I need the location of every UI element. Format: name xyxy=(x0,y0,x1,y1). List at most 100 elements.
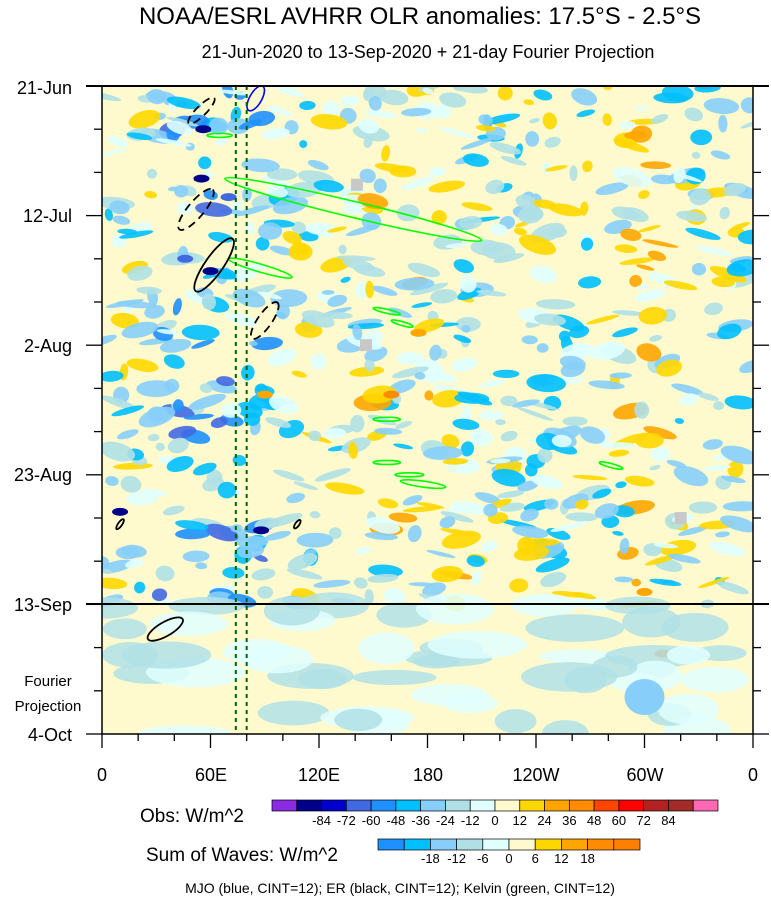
anomaly-patch xyxy=(313,579,351,588)
anomaly-patch xyxy=(611,310,645,316)
anomaly-patch xyxy=(146,168,158,179)
anomaly-patch xyxy=(366,516,401,534)
projection-patch xyxy=(102,596,138,619)
anomaly-patch xyxy=(685,227,721,240)
anomaly-patch xyxy=(272,196,309,215)
anomaly-patch xyxy=(673,167,686,184)
anomaly-patch xyxy=(691,151,701,159)
anomaly-patch xyxy=(595,182,629,195)
anomaly-patch xyxy=(166,120,193,135)
anomaly-patch xyxy=(241,158,280,173)
anomaly-patch xyxy=(411,302,433,308)
anomaly-patch xyxy=(358,118,380,134)
anomaly-patch xyxy=(116,300,156,309)
anomaly-patch xyxy=(471,569,482,585)
missing-data-cell xyxy=(360,339,373,352)
anomaly-patch xyxy=(719,206,731,220)
anomaly-patch xyxy=(489,223,508,236)
anomaly-patch xyxy=(635,284,650,290)
anomaly-patch xyxy=(296,532,334,548)
anomaly-patch xyxy=(635,432,664,449)
anomaly-patch xyxy=(313,179,344,193)
projection-patch xyxy=(657,693,719,725)
anomaly-patch xyxy=(163,354,185,369)
anomaly-patch xyxy=(349,366,385,377)
anomaly-patch xyxy=(721,475,746,484)
projection-patch xyxy=(334,708,383,732)
anomaly-patch xyxy=(479,379,506,388)
colorbar-swatch xyxy=(271,799,298,812)
anomaly-patch xyxy=(407,262,441,278)
anomaly-patch xyxy=(422,446,463,460)
projection-patch xyxy=(138,725,232,734)
y-tick-label: 2-Aug xyxy=(24,336,72,356)
anomaly-patch xyxy=(195,562,208,570)
anomaly-patch xyxy=(666,460,687,468)
anomaly-patch xyxy=(716,581,749,595)
anomaly-patch xyxy=(478,114,493,126)
anomaly-patch xyxy=(495,419,506,426)
anomaly-patch xyxy=(562,416,588,426)
anomaly-patch xyxy=(249,263,268,269)
anomaly-patch xyxy=(368,564,403,578)
obs-colorbar: -84 -72 -60 -48 -36 -24 -12 0 12 24 36 48 60 72 84 xyxy=(271,799,719,828)
colorbar-tick-label: -12 xyxy=(461,813,480,828)
anomaly-patch xyxy=(679,393,699,406)
anomaly-patch xyxy=(352,324,363,341)
colorbar-swatch xyxy=(321,799,347,812)
anomaly-patch xyxy=(383,588,406,605)
anomaly-patch xyxy=(373,178,387,194)
anomaly-patch xyxy=(500,395,518,407)
anomaly-patch xyxy=(127,265,153,281)
anomaly-patch xyxy=(534,313,566,326)
anomaly-patch xyxy=(155,442,165,451)
anomaly-patch xyxy=(676,210,708,222)
anomaly-patch xyxy=(327,294,348,307)
projection-patch xyxy=(624,678,665,715)
anomaly-patch xyxy=(365,280,374,299)
anomaly-patch xyxy=(489,142,522,155)
anomaly-patch xyxy=(476,124,496,132)
anomaly-patch xyxy=(251,568,276,581)
anomaly-core xyxy=(256,390,273,399)
anomaly-core xyxy=(195,125,212,134)
kelvin-contour xyxy=(372,416,402,423)
er-contour xyxy=(293,519,302,530)
anomaly-patch xyxy=(291,370,307,378)
anomaly-patch xyxy=(452,418,480,430)
anomaly-patch xyxy=(268,395,299,414)
anomaly-patch xyxy=(107,136,129,148)
anomaly-patch xyxy=(459,215,483,230)
anomaly-patch xyxy=(440,511,474,523)
anomaly-patch xyxy=(526,374,567,393)
anomaly-core xyxy=(193,174,210,183)
colorbar-swatch xyxy=(508,838,536,851)
colorbar-swatch xyxy=(456,838,484,851)
anomaly-patch xyxy=(407,525,422,543)
anomaly-patch xyxy=(367,573,399,583)
missing-data-cell xyxy=(350,178,363,191)
anomaly-patch xyxy=(172,298,182,316)
kelvin-contour xyxy=(598,461,624,470)
anomaly-patch xyxy=(408,582,435,587)
colorbar-swatch xyxy=(370,799,397,812)
anomaly-patch xyxy=(393,443,414,450)
anomaly-patch xyxy=(723,183,746,197)
y-tick-label: 21-Jun xyxy=(17,78,72,98)
anomaly-patch xyxy=(603,86,613,91)
anomaly-patch xyxy=(414,372,426,380)
anomaly-patch xyxy=(454,392,490,404)
y-tick-label: 4-Oct xyxy=(28,725,72,745)
anomaly-patch xyxy=(703,97,740,115)
anomaly-patch xyxy=(602,113,612,126)
anomaly-patch xyxy=(354,577,368,589)
anomaly-patch xyxy=(525,131,540,147)
anomaly-patch xyxy=(656,359,683,377)
projection-patch xyxy=(592,655,638,678)
anomaly-patch xyxy=(134,581,146,594)
anomaly-patch xyxy=(677,525,709,536)
projection-label-line2: Projection xyxy=(15,698,82,715)
anomaly-patch xyxy=(674,418,685,424)
anomaly-patch xyxy=(204,523,239,542)
anomaly-patch xyxy=(276,304,291,320)
